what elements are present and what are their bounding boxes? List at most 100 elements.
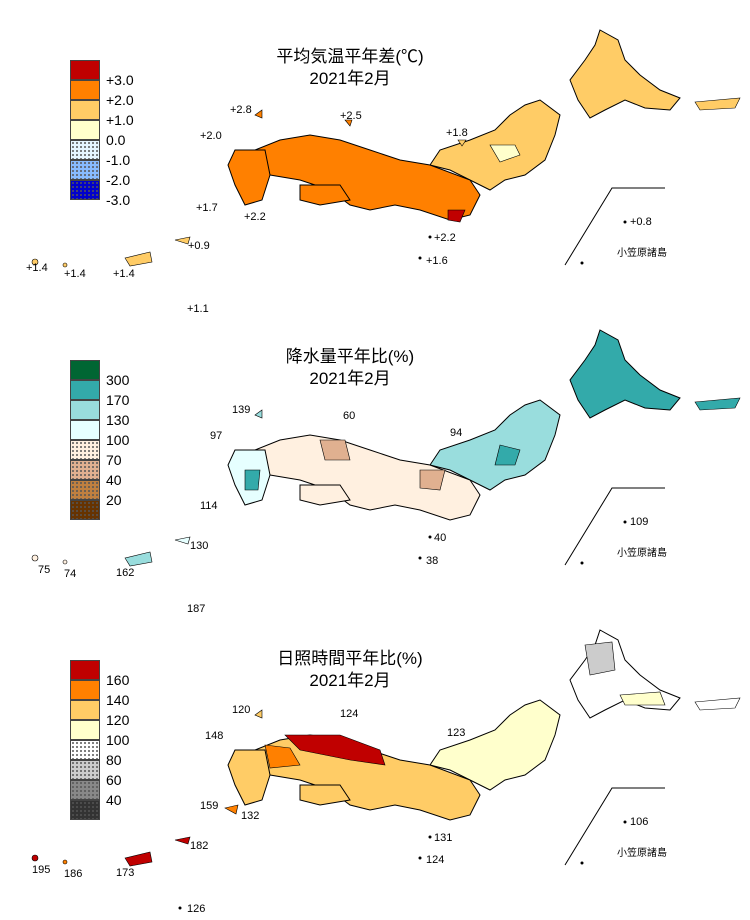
legend-tick: 80 [106,752,122,768]
legend-swatch [70,360,100,380]
legend-swatch [70,160,100,180]
station-value: 126 [187,903,206,915]
title-line2: 2021年2月 [309,69,391,88]
station-value: 148 [205,730,224,742]
map-title: 日照時間平年比(%) 2021年2月 [230,648,470,692]
legend-tick: 60 [106,772,122,788]
station-value: 159 [200,800,219,812]
title-line2: 2021年2月 [309,671,391,690]
station-value: +2.8 [230,104,252,116]
station-value: +1.1 [187,303,209,315]
legend-swatch [70,440,100,460]
station-value: 109 [630,516,649,528]
station-value: 186 [64,868,83,880]
legend-swatch [70,400,100,420]
japan-map [31,29,741,268]
legend-swatch [70,700,100,720]
legend-swatch [70,420,100,440]
station-value: 132 [241,810,260,822]
legend-swatch [70,100,100,120]
legend-tick: 300 [106,372,130,388]
station-value: +1.4 [64,268,86,280]
legend-tick: -2.0 [106,172,131,188]
map-title: 平均気温平年差(℃) 2021年2月 [230,46,470,90]
station-value: 60 [343,410,356,422]
station-value: +1.4 [26,262,48,274]
legend-swatch [70,180,100,200]
ogasawara-label: 小笠原諸島 [617,248,667,259]
legend-swatch [70,60,100,80]
japan-map [31,329,741,567]
legend-tick: 120 [106,712,130,728]
station-value: 130 [190,540,209,552]
map-title: 降水量平年比(%) 2021年2月 [230,346,470,390]
legend-tick: +1.0 [106,112,134,128]
legend-tick: 70 [106,452,122,468]
station-value: 124 [426,854,445,866]
legend-swatch [70,120,100,140]
station-value: +2.5 [340,110,362,122]
station-value: 38 [426,555,439,567]
legend-tick: +3.0 [106,72,134,88]
legend-swatch [70,680,100,700]
legend-swatch [70,780,100,800]
sunshine-panel: 日照時間平年比(%) 2021年2月 160 140 120 100 80 60… [0,600,750,915]
station-value: +0.9 [188,240,210,252]
station-value: 162 [116,567,135,579]
legend-swatch [70,500,100,520]
title-line1: 降水量平年比(%) [285,347,415,366]
legend-tick: 100 [106,732,130,748]
legend-tick: 20 [106,492,122,508]
legend-swatch [70,740,100,760]
station-value: 114 [200,500,218,512]
legend-tick: 100 [106,432,130,448]
station-value: +2.2 [434,232,456,244]
station-value: 97 [210,430,223,442]
legend-tick: -1.0 [106,152,131,168]
station-value: 187 [187,603,206,615]
japan-map [31,629,741,910]
legend-swatch [70,140,100,160]
precipitation-panel: 降水量平年比(%) 2021年2月 300 170 130 100 70 40 … [0,300,750,615]
station-value: 74 [64,568,77,580]
station-value: +0.8 [630,216,652,228]
temperature-panel: 平均気温平年差(℃) 2021年2月 +3.0 +2.0 +1.0 0.0 -1… [0,0,750,315]
station-value: 195 [32,864,51,876]
title-line2: 2021年2月 [309,369,391,388]
title-line1: 日照時間平年比(%) [277,649,423,668]
station-value: 124 [340,708,359,720]
legend-swatch [70,800,100,820]
station-value: 75 [38,564,51,576]
station-value: 40 [434,532,447,544]
station-value: +1.7 [196,202,218,214]
legend-swatch [70,80,100,100]
legend-tick: 0.0 [106,132,126,148]
legend-swatch [70,480,100,500]
legend-swatch [70,460,100,480]
ogasawara-label: 小笠原諸島 [617,548,667,559]
legend-swatch [70,380,100,400]
legend-swatch [70,760,100,780]
station-value: 131 [434,832,453,844]
legend-tick: 40 [106,472,122,488]
station-value: 173 [116,867,135,879]
legend-tick: -3.0 [106,192,131,208]
station-value: 94 [450,427,463,439]
legend-tick: 140 [106,692,130,708]
station-value: 139 [232,404,251,416]
title-line1: 平均気温平年差(℃) [276,47,424,66]
legend-swatch [70,720,100,740]
station-value: +1.4 [113,268,135,280]
station-value: 123 [447,727,466,739]
station-value: 120 [232,704,251,716]
legend-tick: 160 [106,672,130,688]
legend-swatch [70,660,100,680]
legend-tick: +2.0 [106,92,134,108]
station-value: +2.2 [244,211,266,223]
station-value: +2.0 [200,130,222,142]
legend-tick: 40 [106,792,122,808]
station-value: +1.6 [426,255,448,267]
station-value: 106 [630,816,649,828]
station-value: +1.8 [446,127,468,139]
ogasawara-label: 小笠原諸島 [617,848,667,859]
